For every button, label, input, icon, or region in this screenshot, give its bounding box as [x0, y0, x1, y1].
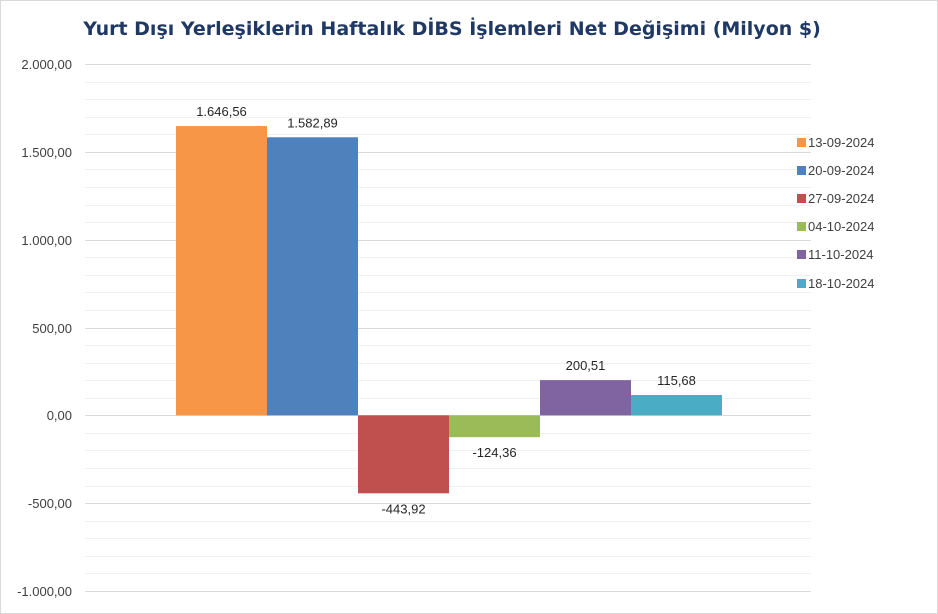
bar-18-10-2024 [631, 395, 722, 416]
legend-label: 18-10-2024 [808, 275, 875, 291]
bars [176, 126, 722, 494]
legend-item-13-09-2024: 13-09-2024 [797, 128, 875, 156]
data-label-11-10-2024: 200,51 [566, 358, 606, 373]
legend-item-20-09-2024: 20-09-2024 [797, 156, 875, 184]
legend-label: 27-09-2024 [808, 190, 875, 206]
data-labels: 1.646,56 1.582,89 -443,92 -124,36 200,51 115,… [196, 104, 696, 516]
legend-label: 11-10-2024 [808, 247, 874, 263]
bar-13-09-2024 [176, 126, 267, 416]
legend-swatch [797, 165, 806, 175]
chart-title: Yurt Dışı Yerleşiklerin Haftalık DİBS İş… [83, 18, 821, 40]
y-tick-label: 2.000,00 [21, 57, 72, 72]
bar-27-09-2024 [358, 415, 449, 494]
legend-item-04-10-2024: 04-10-2024 [797, 213, 875, 241]
legend: 13-09-2024 20-09-2024 27-09-2024 04-10-2024… [797, 128, 875, 297]
y-axis-tick-labels: 2.000,00 1.500,00 1.000,00 500,00 0,00 -500,0… [17, 57, 72, 599]
data-label-20-09-2024: 1.582,89 [287, 115, 338, 130]
y-tick-label: 1.500,00 [21, 145, 72, 160]
legend-swatch [797, 222, 806, 232]
y-tick-label: 0,00 [47, 408, 72, 423]
y-tick-label: 1.000,00 [21, 233, 72, 248]
data-label-18-10-2024: 115,68 [657, 373, 696, 388]
legend-item-11-10-2024: 11-10-2024 [797, 241, 875, 269]
data-label-13-09-2024: 1.646,56 [196, 104, 247, 119]
y-tick-label: -1.000,00 [17, 584, 72, 599]
legend-swatch [797, 250, 806, 260]
data-label-27-09-2024: -443,92 [381, 501, 425, 516]
legend-swatch [797, 137, 806, 147]
legend-swatch [797, 278, 806, 288]
bar-20-09-2024 [267, 137, 358, 416]
bar-11-10-2024 [540, 380, 631, 416]
legend-item-18-10-2024: 18-10-2024 [797, 269, 875, 297]
legend-swatch [797, 193, 806, 203]
bar-04-10-2024 [449, 415, 540, 438]
legend-label: 20-09-2024 [808, 162, 875, 178]
data-label-04-10-2024: -124,36 [472, 445, 516, 460]
legend-item-27-09-2024: 27-09-2024 [797, 184, 875, 212]
legend-label: 04-10-2024 [808, 219, 875, 235]
y-tick-label: 500,00 [32, 321, 72, 336]
y-tick-label: -500,00 [28, 496, 72, 511]
legend-label: 13-09-2024 [808, 134, 875, 150]
